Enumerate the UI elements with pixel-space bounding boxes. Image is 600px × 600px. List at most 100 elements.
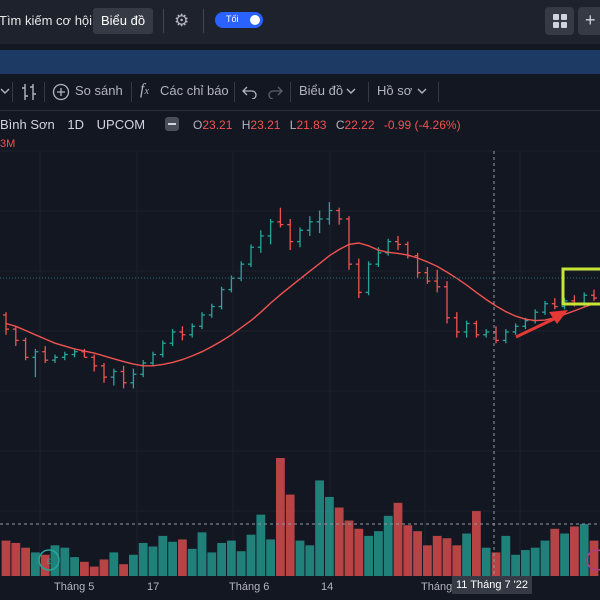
highlight-box [561, 267, 600, 306]
profile-menu-button[interactable]: Hồ sơ [377, 83, 413, 98]
volume-bar [119, 564, 128, 576]
chart-tab[interactable]: Biểu đồ [93, 8, 153, 34]
spacer [0, 44, 600, 50]
ohlc-bar [277, 207, 284, 228]
chevron-down-icon[interactable] [417, 88, 427, 96]
volume-bar [325, 496, 334, 576]
volume-bar [442, 538, 452, 576]
volume-bar [60, 547, 70, 576]
ohlc-bar [3, 312, 9, 335]
volume-bar [550, 528, 560, 576]
ohlc-bar [473, 320, 480, 338]
x-axis-label: 17 [147, 581, 160, 593]
crosshair-date-label: 11 Tháng 7 '22 [452, 576, 532, 594]
open-label: O [193, 118, 203, 132]
ohlc-bar [267, 219, 274, 245]
dividend-marker [586, 549, 600, 571]
undo-icon[interactable] [242, 85, 258, 99]
divider [234, 82, 235, 102]
ohlc-bar [434, 269, 441, 293]
volume-bar [40, 554, 50, 576]
chevron-down-icon[interactable] [346, 88, 356, 96]
redo-icon[interactable] [267, 85, 283, 99]
gear-icon[interactable]: ⚙ [174, 11, 190, 30]
volume-bar [236, 551, 246, 576]
ohlc-bar [71, 348, 78, 358]
collapse-legend-button[interactable] [165, 117, 179, 131]
volume-bar [138, 542, 148, 576]
volume-bar [21, 547, 30, 576]
high-label: H [241, 118, 251, 132]
volume-bar [540, 540, 550, 576]
divider [438, 82, 439, 102]
volume-bar [393, 502, 403, 576]
divider [131, 82, 132, 102]
ohlc-bar [130, 368, 137, 389]
divider [44, 82, 45, 102]
compare-plus-icon[interactable] [52, 83, 70, 101]
divider [203, 9, 204, 33]
ohlc-bar [532, 309, 539, 324]
theme-toggle[interactable]: Tối [215, 12, 263, 28]
x-axis-label: 14 [321, 581, 334, 593]
theme-toggle-label: Tối [226, 14, 239, 24]
opportunity-search-link[interactable]: Tìm kiếm cơ hội [0, 13, 93, 28]
volume-bar [530, 547, 540, 576]
volume-bar [187, 548, 197, 576]
volume-bar [305, 545, 315, 576]
volume-bar [295, 540, 305, 576]
top-bar: Tìm kiếm cơ hội Biểu đồ ⚙ Tối + [0, 0, 600, 44]
volume-bar [217, 542, 226, 576]
add-button[interactable]: + [578, 7, 600, 35]
volume-bar [374, 531, 383, 576]
ohlc-bar [463, 320, 470, 338]
ohlc-bar [414, 252, 421, 279]
bar-style-icon[interactable] [20, 82, 38, 102]
ohlc-bar [551, 298, 558, 310]
volume-bar [481, 547, 491, 576]
indicators-fx-icon[interactable]: fx [140, 81, 149, 98]
ohlc-bar [591, 289, 597, 301]
volume-bar [1, 540, 11, 576]
ohlc-bar [257, 230, 264, 253]
ohlc-bar [179, 326, 186, 341]
volume-bar [423, 545, 432, 576]
chart-legend: Bình Sơn 1D UPCOM [0, 117, 145, 132]
chart-menu-button[interactable]: Biểu đồ [299, 83, 344, 98]
volume-bar [570, 526, 579, 576]
header-band [0, 50, 600, 74]
divider [12, 82, 13, 102]
layout-grid-button[interactable] [545, 7, 574, 35]
price-chart[interactable]: ε [0, 111, 600, 576]
x-axis-label: Tháng [421, 581, 453, 593]
ohlc-bar [512, 323, 519, 335]
volume-bar [70, 557, 79, 576]
high-value: 23.21 [250, 118, 281, 132]
indicators-button[interactable]: Các chỉ báo [160, 83, 229, 98]
volume-bar [99, 559, 109, 576]
ohlc-bar [483, 329, 490, 338]
compare-button[interactable]: So sánh [75, 83, 123, 98]
ohlc-bar [91, 354, 98, 372]
symbol-name[interactable]: Bình Sơn [0, 117, 55, 132]
annotation-arrow [515, 310, 568, 339]
moving-average-line [5, 242, 595, 367]
ohlc-bar [12, 326, 19, 347]
ohlc-bar [453, 312, 460, 338]
ohlc-bar [22, 337, 29, 361]
volume-bar [227, 540, 236, 576]
ohlc-bar [306, 216, 313, 236]
volume-bar [266, 539, 275, 576]
chevron-down-icon[interactable] [0, 86, 10, 98]
volume-bar [197, 532, 207, 576]
ohlc-bar [120, 365, 127, 389]
divider [290, 82, 291, 102]
ohlc-bar [502, 329, 509, 344]
volume-bar [511, 554, 520, 576]
open-value: 23.21 [202, 118, 233, 132]
ohlc-bar [287, 219, 294, 251]
layout-grid-icon [553, 14, 567, 28]
exchange: UPCOM [96, 117, 146, 132]
ohlc-bar [493, 326, 499, 344]
volume-bar [256, 514, 266, 576]
